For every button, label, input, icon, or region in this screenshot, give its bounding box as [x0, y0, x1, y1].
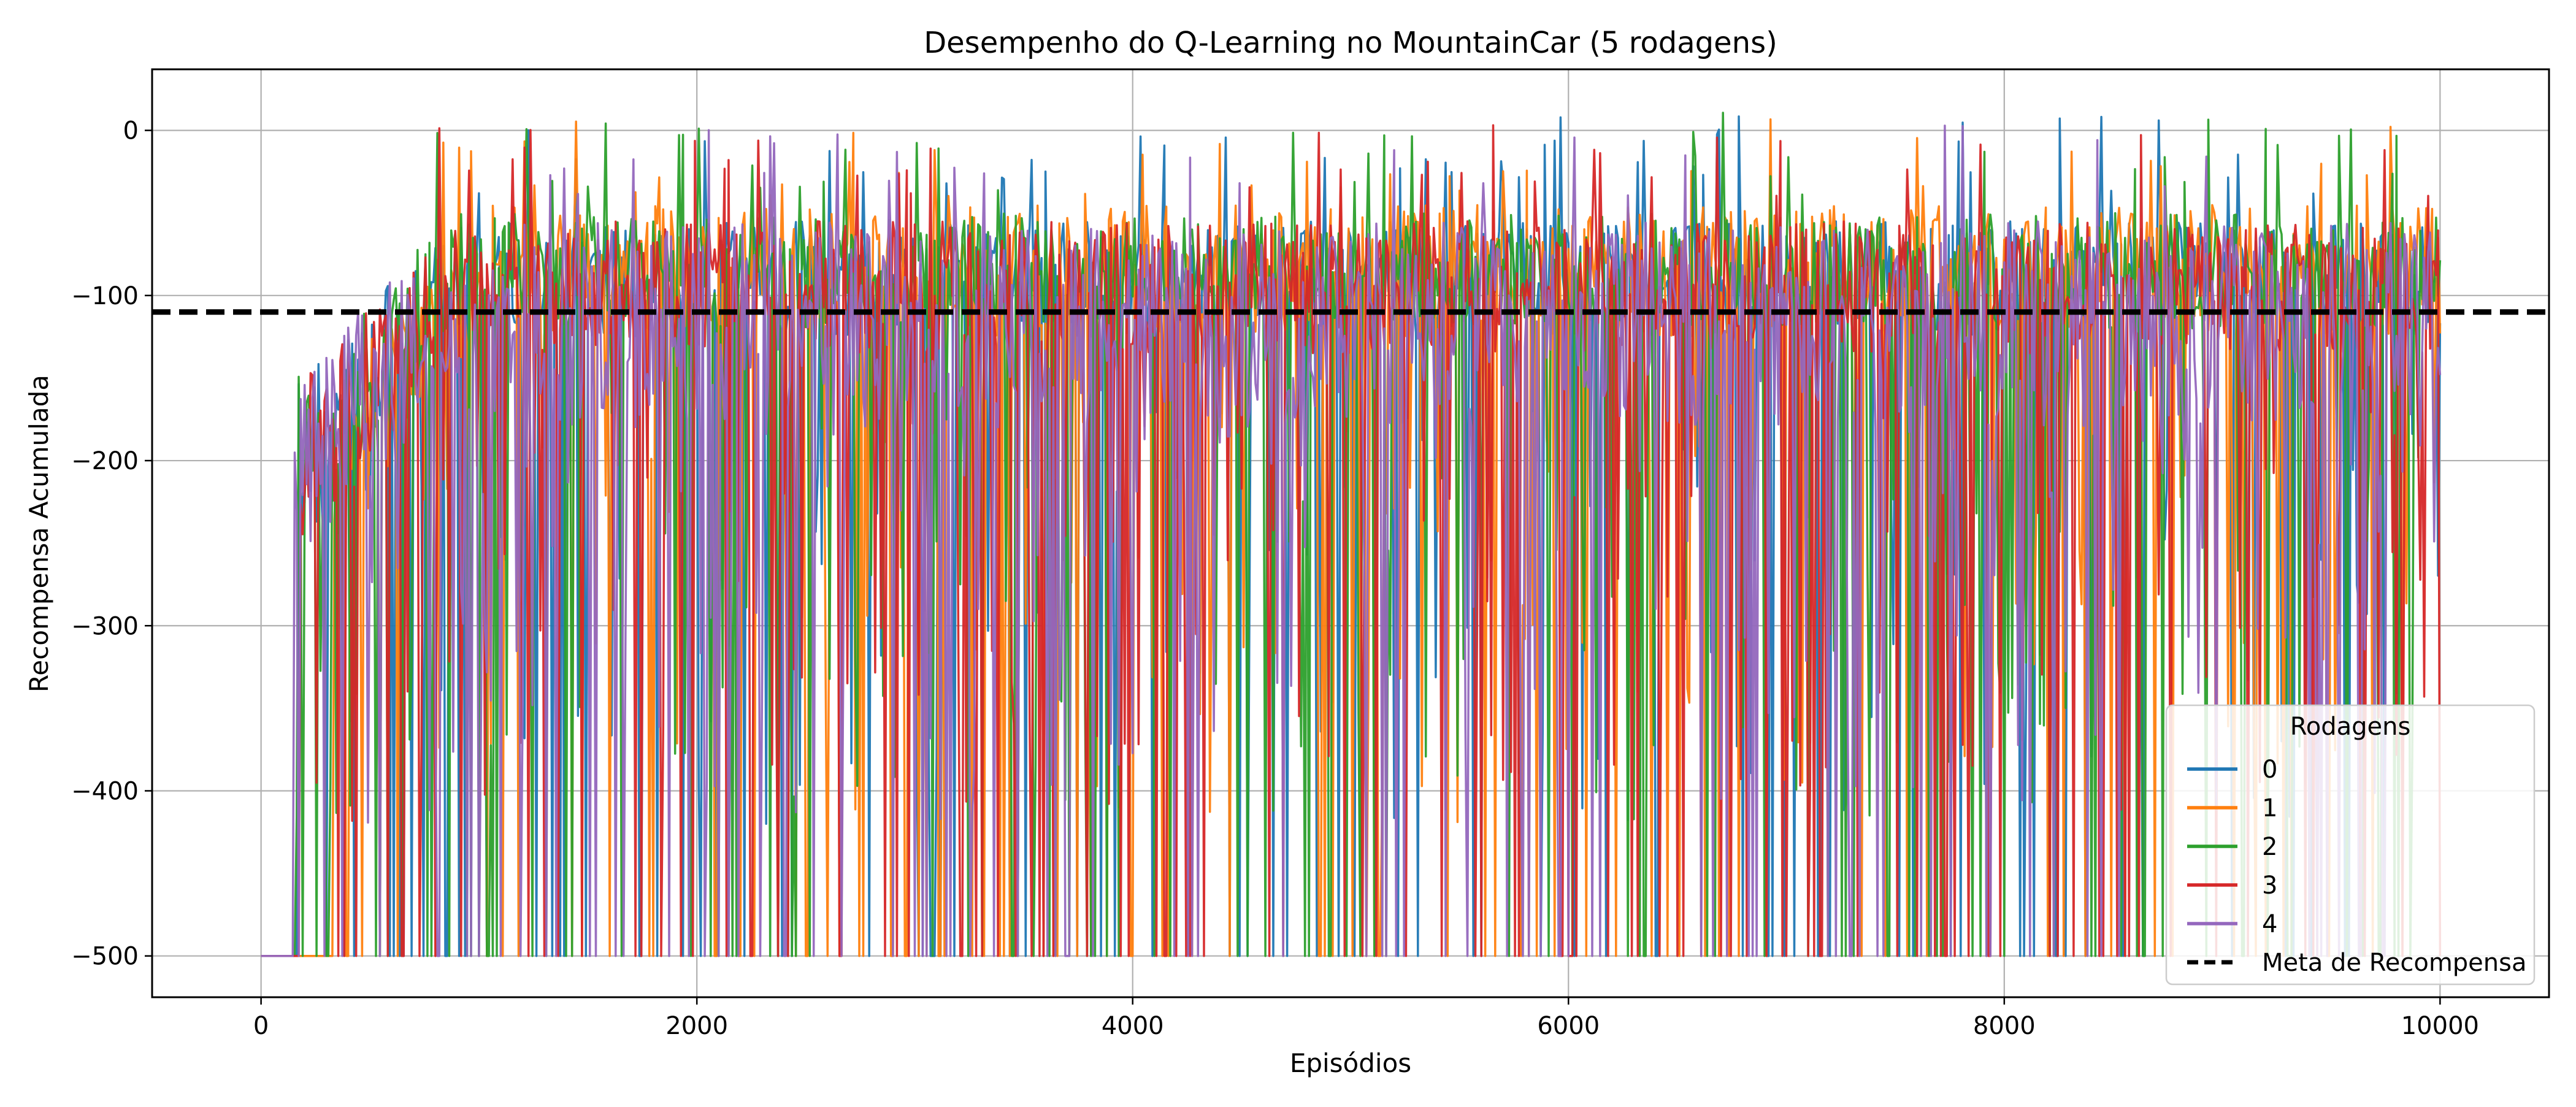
y-tick-label: −100: [71, 282, 139, 310]
legend-label-1: 1: [2262, 794, 2277, 822]
legend-label-goal: Meta de Recompensa: [2262, 949, 2526, 977]
x-tick-label: 10000: [2401, 1012, 2479, 1040]
x-tick-label: 0: [253, 1012, 269, 1040]
y-tick-label: −300: [71, 612, 139, 640]
y-axis-label: Recompensa Acumulada: [24, 375, 54, 692]
x-tick-label: 4000: [1102, 1012, 1164, 1040]
x-tick-label: 8000: [1973, 1012, 2036, 1040]
y-tick-label: 0: [123, 117, 139, 145]
series-4-line: [261, 124, 2442, 957]
y-tick-label: −400: [71, 777, 139, 805]
legend-label-0: 0: [2262, 756, 2277, 784]
legend-label-3: 3: [2262, 871, 2277, 900]
legend-label-4: 4: [2262, 910, 2277, 938]
chart-title: Desempenho do Q-Learning no MountainCar …: [924, 26, 1777, 60]
plot-frame: [151, 68, 2550, 998]
legend: Rodagens 0 1 2 3 4 Meta de Recompensa: [2165, 704, 2536, 986]
y-tick-label: −200: [71, 447, 139, 475]
x-tick-label: 2000: [665, 1012, 728, 1040]
legend-label-2: 2: [2262, 833, 2277, 861]
legend-title: Rodagens: [2290, 713, 2411, 741]
y-tick-label: −500: [71, 943, 139, 971]
x-axis-label: Episódios: [1290, 1048, 1411, 1078]
legend-box: [2165, 704, 2536, 986]
axis-ticks: 0 2000 4000 6000 8000 10000 0 −100 −200 −300 −400 −…: [71, 117, 2479, 1040]
x-tick-label: 6000: [1537, 1012, 1600, 1040]
